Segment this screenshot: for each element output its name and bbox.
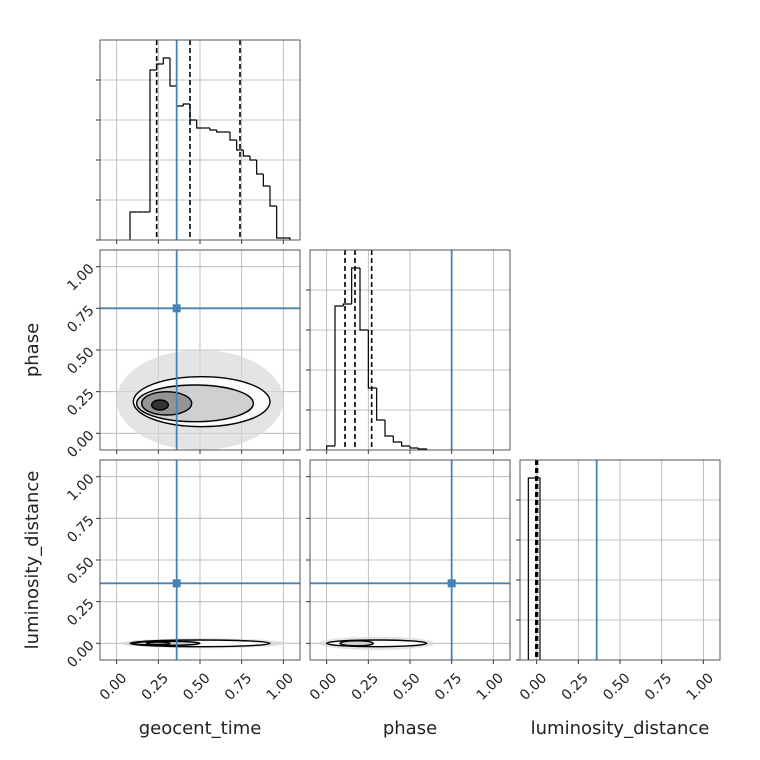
panel-frame	[99, 39, 301, 241]
y-tick-label: 0.75	[64, 303, 97, 336]
panel-content	[100, 460, 300, 660]
truth-marker	[172, 304, 181, 313]
panel-frame	[309, 459, 511, 661]
histogram-bin	[209, 128, 217, 131]
histogram-bin	[262, 174, 270, 187]
histogram-bin	[376, 388, 385, 421]
contour	[339, 640, 375, 647]
panel: 0.00 0.25 0.50 0.75 1.00	[64, 249, 301, 461]
x-tick-label: 1.00	[684, 670, 717, 703]
histogram-bin	[334, 305, 344, 446]
histogram-bin	[256, 160, 264, 175]
panel	[306, 249, 511, 454]
histogram-bin	[269, 186, 277, 207]
y-tick-label: 1.00	[64, 471, 97, 504]
histogram-bin	[392, 436, 402, 443]
x-tick-label: 0.00	[307, 670, 340, 703]
contour	[145, 641, 171, 646]
y-tick-label: 0.50	[64, 554, 97, 587]
histogram-bin	[236, 140, 244, 151]
y-tick-label: 0.75	[64, 513, 97, 546]
histogram-bin	[162, 57, 170, 64]
contour	[150, 399, 170, 411]
histogram-bin	[359, 268, 369, 331]
x-axis-title: phase	[383, 718, 437, 739]
histogram-bin	[249, 156, 257, 161]
histogram-bin	[229, 132, 237, 141]
y-tick-label: 1.00	[64, 261, 97, 294]
panel-frame	[309, 249, 511, 451]
histogram-bin	[196, 120, 204, 129]
truth-marker	[447, 579, 456, 588]
panel-content	[310, 460, 510, 660]
y-tick-label: 0.00	[64, 428, 97, 461]
x-axis-title: geocent_time	[139, 718, 262, 739]
panel-frame	[99, 459, 301, 661]
histogram-bin	[176, 86, 184, 107]
x-tick-label: 0.25	[349, 670, 382, 703]
y-tick-label: 0.50	[64, 344, 97, 377]
panel	[96, 39, 301, 244]
x-tick-label: 1.00	[474, 670, 507, 703]
x-tick-label: 0.75	[222, 670, 255, 703]
x-tick-label: 0.75	[642, 670, 675, 703]
y-tick-label: 0.25	[64, 596, 97, 629]
x-tick-label: 0.50	[600, 670, 633, 703]
y-axis-title: phase	[22, 323, 43, 377]
histogram-bin	[283, 237, 291, 240]
y-axis-title: luminosity_distance	[22, 471, 43, 650]
histogram-bin	[182, 103, 190, 106]
panel-content	[310, 250, 510, 450]
truth-marker	[172, 579, 181, 588]
x-tick-label: 0.50	[180, 670, 213, 703]
y-tick-label: 0.25	[64, 386, 97, 419]
x-tick-label: 1.00	[264, 670, 297, 703]
histogram-bin	[367, 330, 377, 389]
histogram-bin	[276, 206, 284, 239]
histogram-bin	[409, 446, 419, 449]
histogram-bin	[527, 477, 541, 660]
x-tick-label: 0.25	[559, 670, 592, 703]
panel: 0.00 0.25 0.50 0.75 1.000.000.250.500.751.00	[64, 459, 301, 704]
histogram-bin	[129, 211, 137, 240]
histogram-bin	[189, 104, 197, 121]
histogram-bin	[156, 63, 164, 70]
x-tick-label: 0.75	[432, 670, 465, 703]
panel-content	[100, 40, 300, 240]
histogram-bin	[342, 303, 352, 306]
x-tick-label: 0.25	[139, 670, 172, 703]
x-axis-title: luminosity_distance	[531, 718, 710, 739]
histogram-bin	[384, 420, 394, 437]
panel-content	[100, 250, 300, 450]
y-tick-label: 0.00	[64, 638, 97, 671]
histogram-bin	[149, 69, 157, 212]
histogram-bin	[401, 442, 410, 447]
histogram-bin	[216, 130, 224, 133]
histogram-bin	[351, 267, 360, 304]
histogram-bin	[242, 150, 250, 157]
panel-frame	[99, 249, 301, 451]
x-tick-label: 0.50	[390, 670, 423, 703]
panel-content	[520, 460, 720, 660]
histogram-bin	[169, 58, 177, 87]
x-tick-label: 0.00	[517, 670, 550, 703]
panel-frame	[519, 459, 721, 661]
histogram-bin	[326, 445, 335, 450]
x-tick-label: 0.00	[97, 670, 130, 703]
